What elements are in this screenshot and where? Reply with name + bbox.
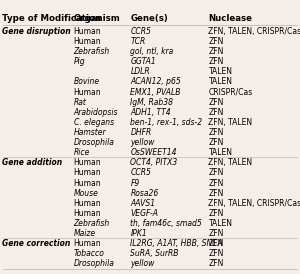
Text: OCT4, PITX3: OCT4, PITX3 — [130, 158, 178, 167]
Text: Human: Human — [74, 239, 101, 248]
Text: Drosophila: Drosophila — [74, 259, 114, 268]
Text: Type of Modification: Type of Modification — [2, 14, 100, 23]
Text: Drosophila: Drosophila — [74, 138, 114, 147]
Text: Gene correction: Gene correction — [2, 239, 70, 248]
Text: ZFN: ZFN — [208, 169, 224, 177]
Text: ZFN, TALEN, CRISPR/Cas: ZFN, TALEN, CRISPR/Cas — [208, 199, 300, 208]
Text: ZFN, TALEN, CRISPR/Cas: ZFN, TALEN, CRISPR/Cas — [208, 27, 300, 36]
Text: ADH1, TT4: ADH1, TT4 — [130, 108, 171, 117]
Text: ZFN: ZFN — [208, 57, 224, 66]
Text: Organism: Organism — [74, 14, 120, 23]
Text: Pig: Pig — [74, 57, 85, 66]
Text: ZFN: ZFN — [208, 249, 224, 258]
Text: Gene(s): Gene(s) — [130, 14, 168, 23]
Text: Human: Human — [74, 209, 101, 218]
Text: VEGF-A: VEGF-A — [130, 209, 158, 218]
Text: ACAN12, p65: ACAN12, p65 — [130, 78, 181, 87]
Text: ZFN: ZFN — [208, 47, 224, 56]
Text: AAVS1: AAVS1 — [130, 199, 156, 208]
Text: Zebrafish: Zebrafish — [74, 219, 110, 228]
Text: yellow: yellow — [130, 259, 155, 268]
Text: ZFN: ZFN — [208, 209, 224, 218]
Text: CRISPR/Cas: CRISPR/Cas — [208, 88, 253, 97]
Text: TALEN: TALEN — [208, 219, 232, 228]
Text: ZFN, TALEN: ZFN, TALEN — [208, 158, 253, 167]
Text: Rice: Rice — [74, 148, 90, 157]
Text: Arabidopsis: Arabidopsis — [74, 108, 118, 117]
Text: IL2RG, A1AT, HBB, SNCA: IL2RG, A1AT, HBB, SNCA — [130, 239, 224, 248]
Text: ZFN: ZFN — [208, 98, 224, 107]
Text: yellow: yellow — [130, 138, 155, 147]
Text: ZFN: ZFN — [208, 259, 224, 268]
Text: Gene disruption: Gene disruption — [2, 27, 70, 36]
Text: ZFN: ZFN — [208, 189, 224, 198]
Text: SuRA, SurRB: SuRA, SurRB — [130, 249, 179, 258]
Text: Rat: Rat — [74, 98, 86, 107]
Text: ben-1, rex-1, sds-2: ben-1, rex-1, sds-2 — [130, 118, 202, 127]
Text: LDLR: LDLR — [130, 67, 150, 76]
Text: Human: Human — [74, 88, 101, 97]
Text: Mouse: Mouse — [74, 189, 98, 198]
Text: ZFN: ZFN — [208, 239, 224, 248]
Text: DHFR: DHFR — [130, 128, 152, 137]
Text: ZFN: ZFN — [208, 37, 224, 46]
Text: CCR5: CCR5 — [130, 169, 152, 177]
Text: EMX1, PVALB: EMX1, PVALB — [130, 88, 181, 97]
Text: OsSWEET14: OsSWEET14 — [130, 148, 177, 157]
Text: Nuclease: Nuclease — [208, 14, 253, 23]
Text: Zebrafish: Zebrafish — [74, 47, 110, 56]
Text: ZFN: ZFN — [208, 108, 224, 117]
Text: ZFN, TALEN: ZFN, TALEN — [208, 118, 253, 127]
Text: Bovine: Bovine — [74, 78, 100, 87]
Text: Human: Human — [74, 158, 101, 167]
Text: Tobacco: Tobacco — [74, 249, 104, 258]
Text: Human: Human — [74, 178, 101, 187]
Text: IgM, Rab38: IgM, Rab38 — [130, 98, 173, 107]
Text: GGTA1: GGTA1 — [130, 57, 156, 66]
Text: TALEN: TALEN — [208, 148, 232, 157]
Text: ZFN: ZFN — [208, 138, 224, 147]
Text: F9: F9 — [130, 178, 140, 187]
Text: Gene addition: Gene addition — [2, 158, 61, 167]
Text: Maize: Maize — [74, 229, 96, 238]
Text: Human: Human — [74, 37, 101, 46]
Text: CCR5: CCR5 — [130, 27, 152, 36]
Text: TALEN: TALEN — [208, 78, 232, 87]
Text: TALEN: TALEN — [208, 67, 232, 76]
Text: ZFN: ZFN — [208, 178, 224, 187]
Text: ZFN: ZFN — [208, 229, 224, 238]
Text: Hamster: Hamster — [74, 128, 106, 137]
Text: Human: Human — [74, 27, 101, 36]
Text: Rosa26: Rosa26 — [130, 189, 159, 198]
Text: ZFN: ZFN — [208, 128, 224, 137]
Text: th, fam46c, smad5: th, fam46c, smad5 — [130, 219, 202, 228]
Text: C. elegans: C. elegans — [74, 118, 114, 127]
Text: gol, ntl, kra: gol, ntl, kra — [130, 47, 174, 56]
Text: Human: Human — [74, 169, 101, 177]
Text: TCR: TCR — [130, 37, 146, 46]
Text: IPK1: IPK1 — [130, 229, 147, 238]
Text: Human: Human — [74, 199, 101, 208]
